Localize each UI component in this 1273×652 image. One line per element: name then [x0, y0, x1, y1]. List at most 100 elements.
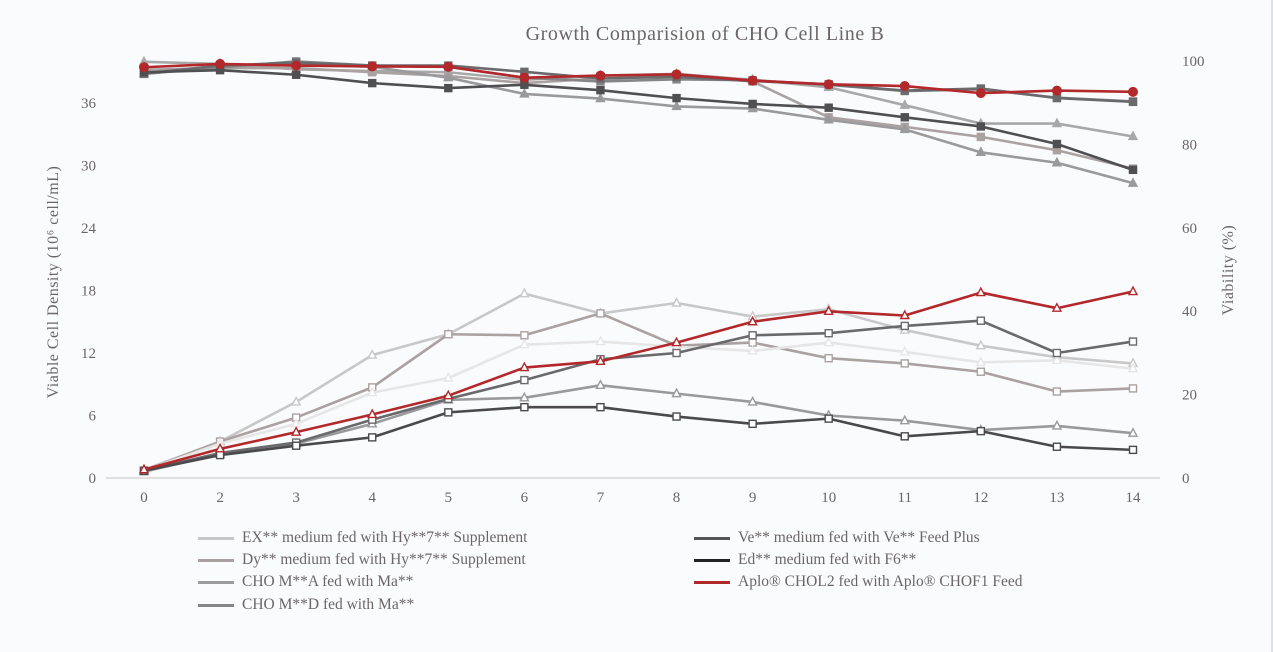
y2-tick-label: 0 [1182, 471, 1190, 487]
data-point [519, 72, 530, 83]
x-tick-label: 12 [973, 490, 988, 506]
legend-swatch [198, 580, 234, 584]
data-point [1127, 362, 1139, 373]
vcd-line [143, 405, 1134, 472]
y2-tick-label: 20 [1182, 388, 1197, 404]
vcd-series-5 [139, 402, 1138, 475]
x-tick-label: 0 [140, 490, 148, 506]
data-point [595, 355, 606, 366]
data-point [1128, 86, 1138, 97]
legend-swatch [198, 536, 234, 540]
data-point [976, 122, 986, 131]
y2-tick-label: 60 [1182, 221, 1197, 237]
x-tick-labels: 0 2 3 4 5 6 7 8 9 10 11 12 13 14 [140, 490, 1141, 506]
data-point [747, 315, 758, 326]
data-point [1052, 93, 1062, 103]
data-point [824, 103, 833, 112]
data-point [595, 70, 606, 81]
data-point [138, 463, 150, 474]
data-point [823, 113, 834, 124]
vcd-series-3 [138, 379, 1139, 476]
viability-series-6 [139, 58, 1138, 99]
legend-item-cho-ma[interactable]: CHO M**A fed with Ma** [198, 571, 413, 593]
data-point [519, 391, 530, 402]
data-point [899, 123, 910, 134]
viability-line [143, 68, 1134, 172]
data-point [899, 345, 910, 356]
data-point [900, 113, 909, 122]
x-tick-label: 7 [597, 490, 605, 506]
data-point [976, 426, 986, 436]
data-point [291, 441, 301, 450]
data-point [519, 361, 530, 372]
data-point [215, 450, 225, 460]
data-point [748, 331, 757, 340]
vcd-line [143, 312, 1134, 472]
data-point [899, 99, 910, 109]
data-point [823, 305, 834, 316]
data-point [671, 336, 682, 347]
data-point [672, 93, 681, 103]
y-tick-label: 12 [81, 346, 96, 362]
data-point [823, 336, 834, 347]
legend-item-ve[interactable]: Ve** medium fed with Ve** Feed Plus [694, 527, 980, 549]
data-point [596, 309, 605, 318]
legend-item-cho-md[interactable]: CHO M**D fed with Ma** [198, 594, 414, 616]
data-point [899, 81, 910, 92]
x-tick-label: 9 [749, 490, 757, 506]
data-point [748, 99, 757, 109]
data-point [595, 335, 606, 346]
data-point [976, 367, 986, 376]
x-tick-label: 3 [292, 490, 300, 506]
y2-tick-label: 40 [1182, 304, 1197, 320]
data-point [748, 419, 757, 429]
data-point [1128, 165, 1138, 175]
data-point [672, 348, 681, 358]
data-point [443, 389, 454, 400]
y-axis-title-left: Viable Cell Density (10⁶ cell/mL) [45, 166, 62, 399]
legend-item-ex[interactable]: EX** medium fed with Hy**7** Supplement [198, 527, 527, 549]
y-tick-label: 36 [81, 96, 97, 112]
data-point [1128, 384, 1138, 393]
vcd-series-2 [138, 335, 1139, 475]
data-point [671, 387, 682, 398]
data-point [1127, 427, 1139, 437]
data-point [824, 414, 833, 423]
data-point [899, 309, 910, 320]
data-point [1128, 445, 1138, 455]
data-point [291, 70, 301, 79]
vcd-series-4 [139, 316, 1138, 475]
chart-title: Growth Comparision of CHO Cell Line B [526, 23, 885, 45]
data-point [519, 287, 530, 298]
legend-label: Ve** medium fed with Ve** Feed Plus [738, 529, 980, 546]
data-point [1051, 302, 1063, 312]
data-point [368, 433, 377, 442]
y2-tick-label: 100 [1182, 54, 1205, 70]
vcd-line [143, 292, 1134, 471]
data-point [976, 132, 986, 142]
legend-item-dy[interactable]: Dy** medium fed with Hy**7** Supplement [198, 549, 526, 571]
y-tick-label: 30 [81, 159, 96, 175]
data-point [976, 316, 986, 325]
y-tick-label: 6 [89, 409, 97, 425]
x-tick-label: 11 [898, 490, 912, 506]
data-point [443, 61, 454, 72]
x-tick-label: 10 [821, 490, 836, 506]
legend-item-aplo[interactable]: Aplo® CHOL2 fed with Aplo® CHOF1 Feed [694, 571, 1022, 593]
data-point [139, 62, 149, 73]
data-point [367, 61, 378, 72]
data-point [519, 338, 530, 349]
viability-line [143, 62, 1134, 95]
data-point [975, 146, 987, 157]
x-tick-label: 8 [673, 490, 681, 506]
y-tick-labels-right: 0 20 40 60 80 100 [1182, 54, 1205, 487]
legend-label: Aplo® CHOL2 fed with Aplo® CHOF1 Feed [738, 573, 1023, 590]
data-point [443, 372, 454, 382]
y-tick-label: 0 [89, 471, 97, 487]
vcd-line [143, 383, 1134, 474]
legend-swatch [694, 558, 730, 562]
legend-item-ed[interactable]: Ed** medium fed with F6** [694, 549, 916, 571]
data-point [900, 321, 909, 331]
legend-label: CHO M**D fed with Ma** [242, 596, 415, 613]
y-axis-title-right: Viability (%) [1220, 225, 1237, 315]
